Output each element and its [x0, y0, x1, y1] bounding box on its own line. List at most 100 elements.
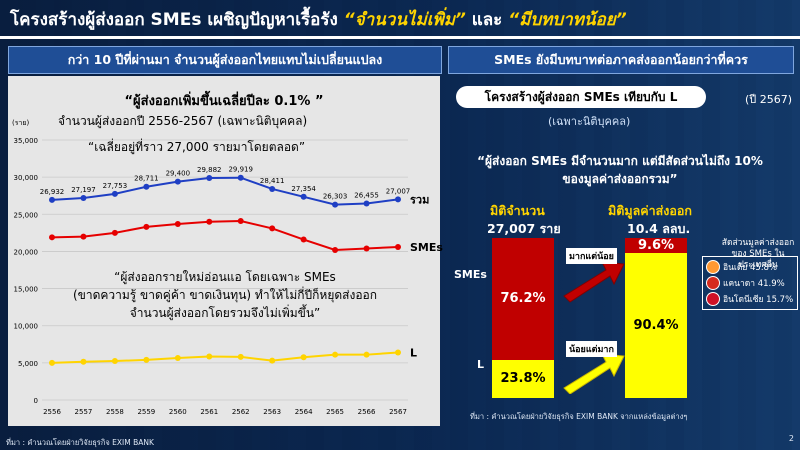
- data-point: [395, 243, 401, 250]
- share-text: อินโดนีเซีย 15.7%: [723, 295, 794, 305]
- data-point: [395, 349, 401, 356]
- data-label: 26,303: [323, 193, 348, 201]
- data-point: [269, 185, 276, 192]
- data-label: 29,400: [166, 170, 191, 178]
- x-tick-label: 2557: [75, 408, 93, 416]
- title-highlight-2: “มีบทบาทน้อย”: [508, 10, 627, 30]
- country-share-box: อินเดีย 45.8% แคนาดา 41.9% อินโดนีเซีย 15.…: [702, 256, 798, 310]
- structure-pill: โครงสร้างผู้ส่งออก SMEs เทียบกับ L: [456, 86, 706, 108]
- count-stacked-bar: 76.2% 23.8%: [492, 238, 554, 398]
- data-label: 26,455: [354, 191, 379, 199]
- data-point: [332, 201, 339, 208]
- y-tick-label: 25,000: [14, 211, 39, 219]
- x-tick-label: 2558: [106, 408, 124, 416]
- y-tick-label: 20,000: [14, 248, 39, 256]
- data-point: [332, 351, 339, 358]
- line-chart-note: “เฉลี่ยอยู่ที่ราว 27,000 รายมาโดยตลอด”: [88, 140, 306, 154]
- flag-icon: [707, 277, 719, 289]
- bar-segment-l: 90.4%: [625, 253, 687, 398]
- arrow-up-right-icon: [563, 353, 625, 394]
- data-point: [111, 229, 118, 236]
- title-and: และ: [471, 10, 503, 30]
- flag-icon: [707, 261, 719, 273]
- flag-icon: [707, 293, 719, 305]
- x-tick-label: 2563: [263, 408, 281, 416]
- right-section-header: SMEs ยังมีบทบาทต่อภาคส่งออกน้อยกว่าที่คว…: [448, 46, 794, 74]
- y-tick-label: 10,000: [14, 323, 39, 331]
- data-point: [237, 174, 244, 181]
- data-label: 27,354: [291, 185, 316, 193]
- series-label: L: [410, 346, 417, 359]
- right-source: ที่มา : คำนวณโดยฝ่ายวิจัยธุรกิจ EXIM BAN…: [470, 412, 688, 421]
- x-tick-label: 2567: [389, 408, 407, 416]
- data-point: [206, 218, 213, 225]
- value-stacked-bar: 9.6% 90.4%: [625, 238, 687, 398]
- share-text: อินเดีย 45.8%: [723, 263, 778, 273]
- x-tick-label: 2561: [200, 408, 218, 416]
- data-point: [363, 245, 370, 252]
- title-main: โครงสร้างผู้ส่งออก SMEs เผชิญปัญหาเรื้อร…: [10, 10, 338, 30]
- data-point: [80, 233, 87, 240]
- data-point: [206, 353, 213, 360]
- data-point: [174, 220, 181, 227]
- dim-value-value: 10.4 ลลบ.: [627, 221, 691, 236]
- y-tick-label: 35,000: [14, 137, 39, 145]
- x-tick-label: 2559: [137, 408, 155, 416]
- data-label: 28,411: [260, 177, 285, 185]
- line-chart-callout: “ผู้ส่งออกรายใหม่อ่อนแอ โดยเฉพาะ SMEs (ข…: [30, 268, 420, 322]
- data-point: [332, 246, 339, 253]
- data-label: 27,007: [386, 187, 411, 195]
- y-tick-label: 5,000: [18, 360, 38, 368]
- right-quote: “ผู้ส่งออก SMEs มีจำนวนมาก แต่มีสัดส่วนไ…: [448, 152, 792, 188]
- x-tick-label: 2562: [232, 408, 250, 416]
- data-point: [363, 200, 370, 207]
- title-highlight-1: “จำนวนไม่เพิ่ม”: [343, 10, 466, 30]
- data-point: [395, 196, 401, 203]
- data-point: [49, 196, 55, 203]
- quote-line-2: ของมูลค่าส่งออกรวม”: [562, 172, 678, 186]
- left-section-header: กว่า 10 ปีที่ผ่านมา จำนวนผู้ส่งออกไทยแทบ…: [8, 46, 442, 74]
- share-text: แคนาดา 41.9%: [723, 279, 785, 289]
- share-row: แคนาดา 41.9%: [707, 275, 785, 291]
- bar-segment-smes: 9.6%: [625, 238, 687, 254]
- data-point: [174, 178, 181, 185]
- share-row: อินโดนีเซีย 15.7%: [707, 291, 793, 307]
- y-tick-label: 15,000: [14, 286, 39, 294]
- data-point: [111, 190, 118, 197]
- series-line: [51, 219, 399, 251]
- data-label: 27,753: [103, 182, 128, 190]
- bar-segment-l: 23.8%: [492, 359, 554, 398]
- quote-line-1: “ผู้ส่งออก SMEs มีจำนวนมาก แต่มีสัดส่วนไ…: [477, 154, 763, 168]
- share-row: อินเดีย 45.8%: [707, 259, 777, 275]
- data-point: [80, 194, 87, 201]
- y-tick-label: 0: [34, 397, 38, 405]
- series-label: รวม: [410, 193, 429, 206]
- y-axis-unit: (ราย): [12, 119, 30, 127]
- data-point: [49, 359, 55, 366]
- structure-year: (ปี 2567): [745, 93, 793, 106]
- row-label-l: L: [477, 358, 485, 371]
- data-label: 26,932: [40, 188, 65, 196]
- left-subtitle: “ผู้ส่งออกเพิ่มขึ้นเฉลี่ยปีละ 0.1% ”: [124, 94, 324, 109]
- series-line: [51, 176, 399, 206]
- data-point: [143, 183, 150, 190]
- page-title: โครงสร้างผู้ส่งออก SMEs เผชิญปัญหาเรื้อร…: [10, 6, 627, 33]
- tag-many-little: มากแต่น้อย: [566, 248, 617, 264]
- data-point: [300, 193, 307, 200]
- left-source: ที่มา : คำนวณโดยฝ่ายวิจัยธุรกิจ EXIM BAN…: [6, 438, 154, 447]
- dim-count-value: 27,007 ราย: [487, 221, 561, 236]
- page-number: 2: [788, 434, 794, 443]
- series-line: [51, 351, 399, 364]
- title-divider: [0, 36, 800, 39]
- arrow-up-icon: [563, 261, 625, 303]
- data-point: [300, 236, 307, 243]
- x-tick-label: 2565: [326, 408, 344, 416]
- data-label: 29,882: [197, 166, 222, 174]
- data-point: [80, 358, 87, 365]
- tag-few-much: น้อยแต่มาก: [566, 341, 617, 357]
- callout-line-1: “ผู้ส่งออกรายใหม่อ่อนแอ โดยเฉพาะ SMEs: [114, 270, 336, 284]
- row-label-smes: SMEs: [454, 268, 487, 281]
- data-point: [49, 234, 55, 241]
- y-tick-label: 30,000: [14, 174, 39, 182]
